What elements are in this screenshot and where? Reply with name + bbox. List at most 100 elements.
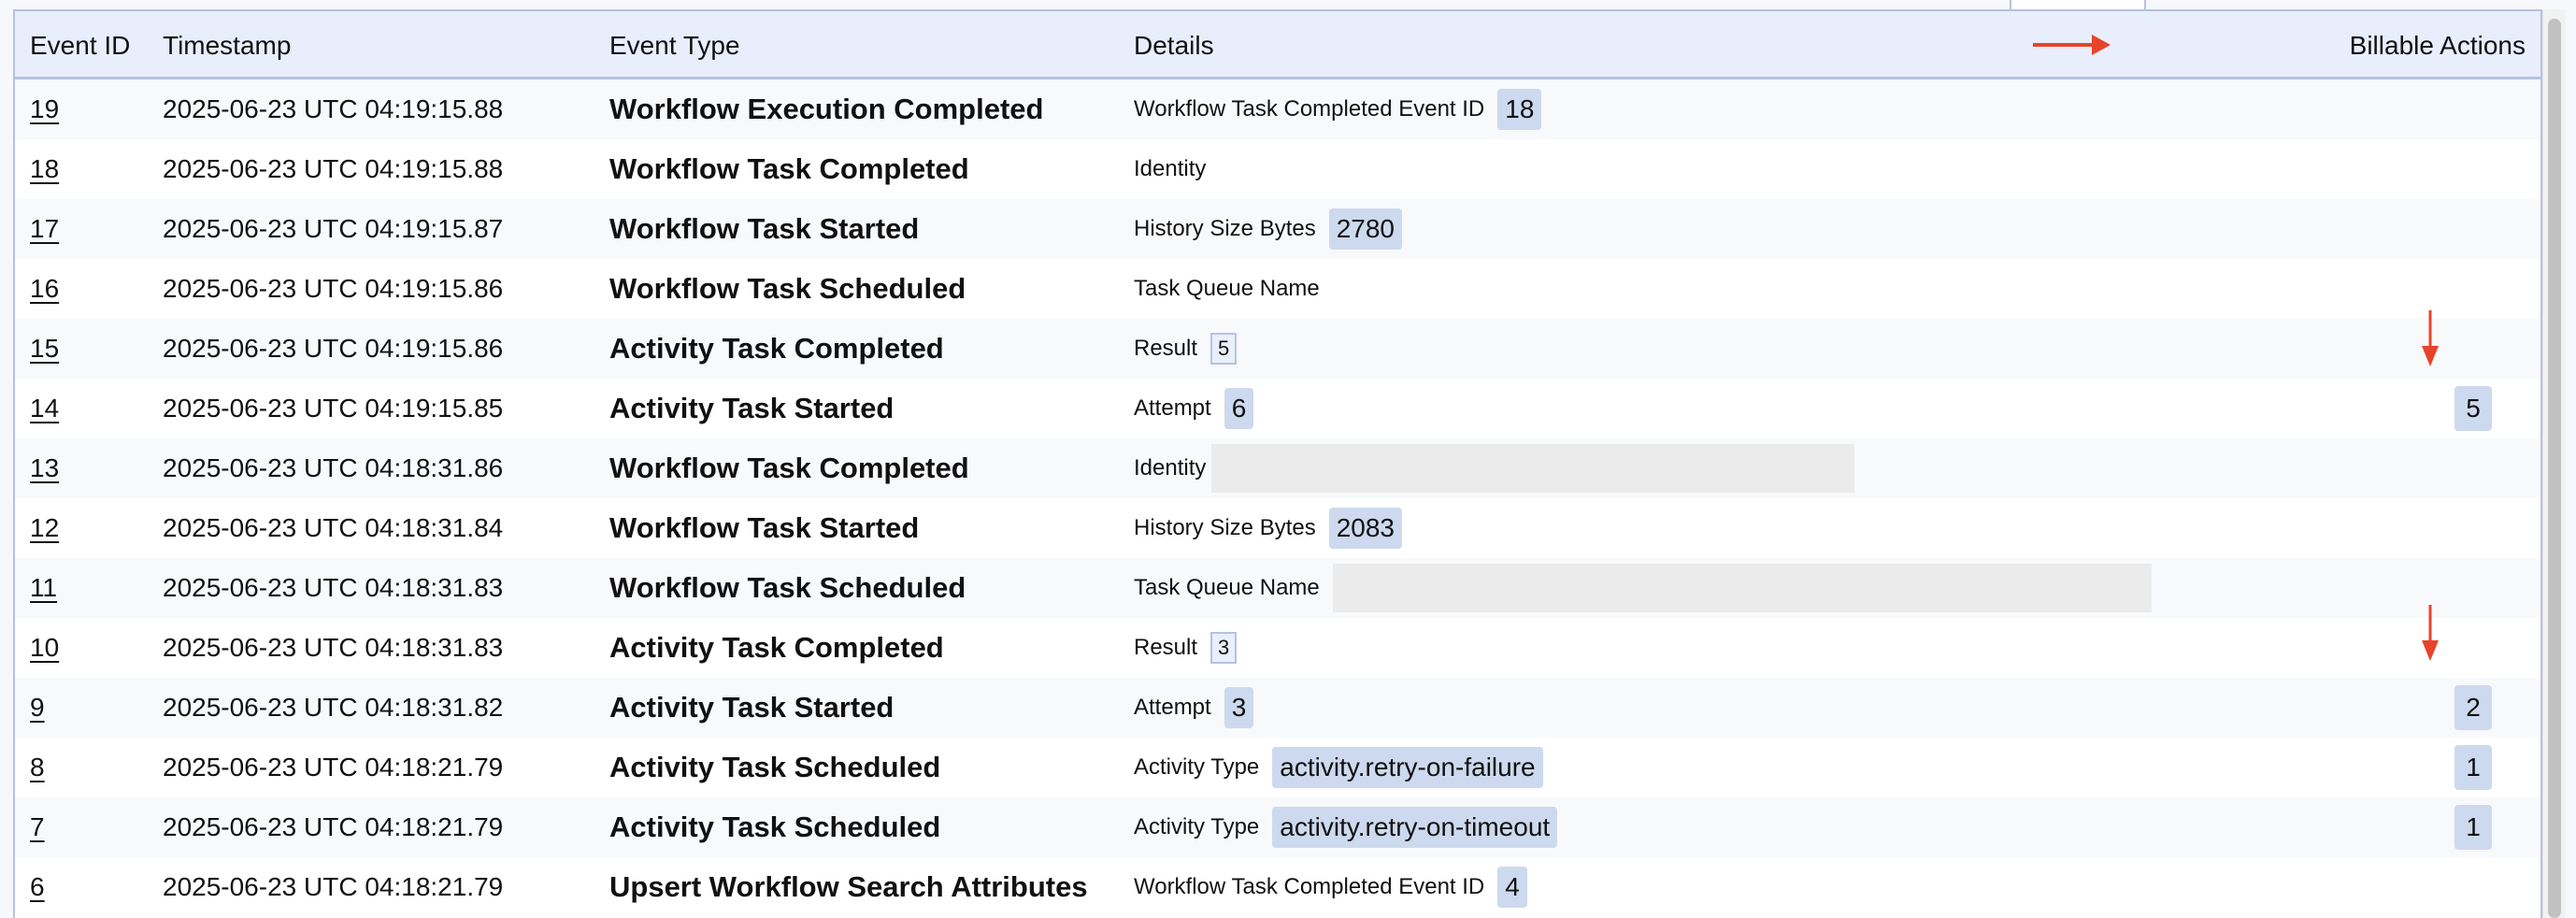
- detail-label: Workflow Task Completed Event ID: [1134, 874, 1485, 899]
- detail-label: Identity: [1134, 455, 1207, 481]
- table-row[interactable]: 18 2025-06-23 UTC 04:19:15.88 Workflow T…: [15, 139, 2540, 199]
- down-arrow-annotation-icon: [2422, 605, 2439, 661]
- timestamp: 2025-06-23 UTC 04:19:15.87: [163, 214, 504, 243]
- detail-value-badge[interactable]: 3: [1210, 632, 1238, 664]
- event-id-link[interactable]: 15: [30, 334, 60, 363]
- detail-label: Attempt: [1134, 695, 1211, 720]
- event-id-link[interactable]: 6: [30, 872, 45, 901]
- event-type: Activity Task Scheduled: [609, 751, 941, 783]
- event-type: Activity Task Completed: [609, 631, 944, 664]
- down-arrow-annotation-icon: [2422, 310, 2439, 366]
- event-id-link[interactable]: 16: [30, 274, 60, 303]
- details: History Size Bytes 2083: [1134, 498, 1403, 558]
- table-row[interactable]: 11 2025-06-23 UTC 04:18:31.83 Workflow T…: [15, 558, 2540, 618]
- detail-value-badge: 2780: [1328, 208, 1403, 250]
- timestamp: 2025-06-23 UTC 04:19:15.86: [163, 334, 504, 363]
- detail-label: Activity Type: [1134, 754, 1260, 780]
- table-row[interactable]: 15 2025-06-23 UTC 04:19:15.86 Activity T…: [15, 319, 2540, 379]
- table-body: 19 2025-06-23 UTC 04:19:15.88 Workflow E…: [15, 79, 2540, 917]
- table-row[interactable]: 17 2025-06-23 UTC 04:19:15.87 Workflow T…: [15, 199, 2540, 259]
- table-row[interactable]: 19 2025-06-23 UTC 04:19:15.88 Workflow E…: [15, 79, 2540, 139]
- event-type: Activity Task Started: [609, 691, 894, 724]
- event-history-table: Event ID Timestamp Event Type Details Bi…: [13, 9, 2542, 918]
- details: Result 3: [1134, 618, 1238, 678]
- billable-actions-badge: 2: [2454, 685, 2492, 730]
- details: Attempt 3: [1134, 678, 1254, 738]
- detail-value-badge: activity.retry-on-failure: [1272, 747, 1543, 788]
- details: Workflow Task Completed Event ID 18: [1134, 79, 1542, 139]
- event-type: Activity Task Completed: [609, 332, 944, 365]
- event-id-link[interactable]: 8: [30, 753, 45, 782]
- vertical-scrollbar[interactable]: [2542, 9, 2566, 918]
- event-type: Activity Task Started: [609, 392, 894, 424]
- details: History Size Bytes 2780: [1134, 199, 1403, 259]
- timestamp: 2025-06-23 UTC 04:18:21.79: [163, 872, 504, 901]
- table-row[interactable]: 14 2025-06-23 UTC 04:19:15.85 Activity T…: [15, 379, 2540, 438]
- details: Identity: [1134, 438, 1855, 498]
- detail-value-badge: 18: [1497, 89, 1542, 130]
- details: Attempt 6: [1134, 379, 1254, 438]
- event-type: Activity Task Scheduled: [609, 810, 941, 843]
- timestamp: 2025-06-23 UTC 04:19:15.88: [163, 94, 504, 123]
- timestamp: 2025-06-23 UTC 04:18:31.83: [163, 633, 504, 662]
- event-type: Workflow Task Completed: [609, 452, 969, 484]
- details: Identity: [1134, 139, 1206, 199]
- event-id-link[interactable]: 19: [30, 94, 60, 123]
- event-id-link[interactable]: 10: [30, 633, 60, 662]
- detail-label: Result: [1134, 635, 1198, 660]
- table-row[interactable]: 10 2025-06-23 UTC 04:18:31.83 Activity T…: [15, 618, 2540, 678]
- detail-label: Task Queue Name: [1134, 276, 1320, 301]
- table-row[interactable]: 9 2025-06-23 UTC 04:18:31.82 Activity Ta…: [15, 678, 2540, 738]
- event-type: Workflow Task Started: [609, 212, 920, 245]
- top-tab[interactable]: [2010, 0, 2146, 10]
- detail-value-badge: activity.retry-on-timeout: [1272, 807, 1558, 848]
- header-event-id[interactable]: Event ID: [30, 31, 131, 60]
- event-id-link[interactable]: 7: [30, 812, 45, 841]
- detail-value-badge: 6: [1224, 388, 1254, 429]
- table-row[interactable]: 13 2025-06-23 UTC 04:18:31.86 Workflow T…: [15, 438, 2540, 498]
- scrollbar-thumb[interactable]: [2548, 19, 2561, 918]
- table-header: Event ID Timestamp Event Type Details Bi…: [15, 11, 2540, 79]
- redacted-value: [1332, 564, 2152, 612]
- header-billable-actions[interactable]: Billable Actions: [2349, 31, 2526, 60]
- timestamp: 2025-06-23 UTC 04:18:31.83: [163, 573, 504, 602]
- event-id-link[interactable]: 11: [30, 573, 58, 602]
- timestamp: 2025-06-23 UTC 04:19:15.85: [163, 394, 504, 423]
- event-type: Workflow Execution Completed: [609, 93, 1044, 125]
- event-id-link[interactable]: 14: [30, 394, 60, 423]
- timestamp: 2025-06-23 UTC 04:18:21.79: [163, 812, 504, 841]
- event-id-link[interactable]: 17: [30, 214, 60, 243]
- event-id-link[interactable]: 9: [30, 693, 45, 722]
- header-event-type[interactable]: Event Type: [609, 31, 740, 60]
- table-row[interactable]: 6 2025-06-23 UTC 04:18:21.79 Upsert Work…: [15, 857, 2540, 917]
- event-id-link[interactable]: 12: [30, 513, 60, 542]
- table-row[interactable]: 7 2025-06-23 UTC 04:18:21.79 Activity Ta…: [15, 797, 2540, 857]
- event-type: Workflow Task Started: [609, 511, 920, 544]
- table-row[interactable]: 12 2025-06-23 UTC 04:18:31.84 Workflow T…: [15, 498, 2540, 558]
- detail-label: Identity: [1134, 156, 1207, 181]
- header-details[interactable]: Details: [1134, 31, 1214, 60]
- details: Task Queue Name: [1134, 259, 1320, 319]
- detail-value-badge: 2083: [1328, 508, 1403, 549]
- header-timestamp[interactable]: Timestamp: [163, 31, 292, 60]
- billable-actions-badge: 1: [2454, 805, 2492, 850]
- billable-actions-badge: 5: [2454, 386, 2492, 431]
- timestamp: 2025-06-23 UTC 04:18:31.82: [163, 693, 504, 722]
- details: Result 5: [1134, 319, 1238, 379]
- right-arrow-annotation-icon: [2033, 35, 2111, 55]
- detail-label: Result: [1134, 336, 1198, 361]
- table-row[interactable]: 8 2025-06-23 UTC 04:18:21.79 Activity Ta…: [15, 738, 2540, 797]
- event-type: Workflow Task Scheduled: [609, 571, 966, 604]
- event-type: Workflow Task Scheduled: [609, 272, 966, 305]
- event-id-link[interactable]: 18: [30, 154, 60, 183]
- detail-value-badge[interactable]: 5: [1210, 333, 1238, 365]
- redacted-value: [1211, 444, 1855, 493]
- timestamp: 2025-06-23 UTC 04:18:21.79: [163, 753, 504, 782]
- event-type: Upsert Workflow Search Attributes: [609, 870, 1088, 903]
- event-id-link[interactable]: 13: [30, 453, 60, 482]
- timestamp: 2025-06-23 UTC 04:18:31.86: [163, 453, 504, 482]
- details: Activity Type activity.retry-on-timeout: [1134, 797, 1558, 857]
- table-row[interactable]: 16 2025-06-23 UTC 04:19:15.86 Workflow T…: [15, 259, 2540, 319]
- detail-label: Task Queue Name: [1134, 575, 1320, 600]
- details: Activity Type activity.retry-on-failure: [1134, 738, 1543, 797]
